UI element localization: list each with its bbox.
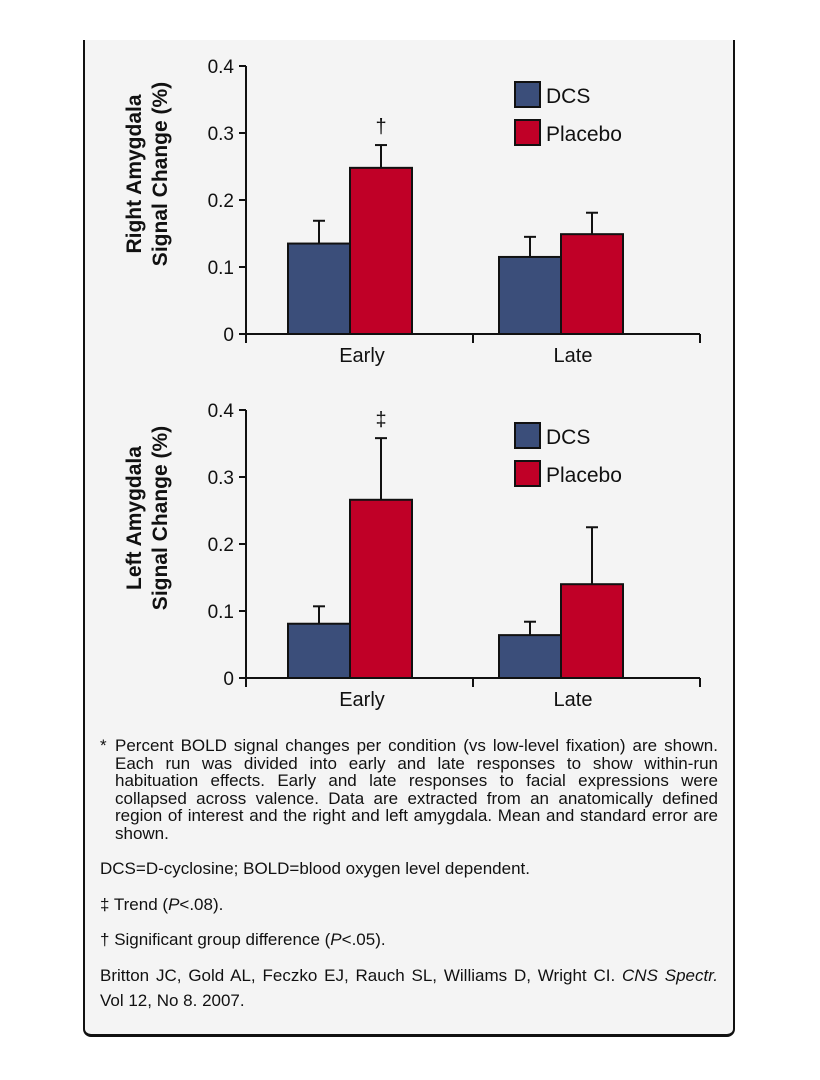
trend-end: <.08). bbox=[179, 894, 224, 914]
legend-label-dcs: DCS bbox=[546, 85, 590, 108]
caption-significance: † Significant group difference (P<.05). bbox=[100, 931, 718, 949]
bar-placebo-late bbox=[560, 233, 624, 335]
citation-journal: CNS Spectr. bbox=[622, 965, 718, 985]
chart-1: 0 0.1 0.2 0.3 0.4 Early Late † DCS Placebo bbox=[208, 57, 701, 367]
bar-placebo-early bbox=[349, 166, 413, 335]
bar-dcs-early bbox=[287, 622, 351, 679]
sig-p: P bbox=[330, 930, 342, 949]
y-tick-label: 0.1 bbox=[208, 258, 234, 279]
y-tick-label: 0 bbox=[223, 669, 234, 690]
bar-placebo-early bbox=[349, 498, 413, 679]
y-tick-label: 0.3 bbox=[208, 468, 234, 489]
bar-placebo-late bbox=[560, 583, 624, 680]
legend-swatch-dcs bbox=[514, 81, 541, 108]
chart-2: 0 0.1 0.2 0.3 0.4 Early Late ‡ DCS Placebo bbox=[208, 401, 701, 711]
y-tick-label: 0.2 bbox=[208, 191, 234, 212]
legend-swatch-placebo bbox=[514, 460, 541, 487]
trend-symbol: ‡ bbox=[100, 894, 110, 914]
trend-p: P bbox=[168, 894, 180, 914]
sig-end: <.05). bbox=[341, 930, 386, 949]
y-tick-label: 0.4 bbox=[208, 57, 235, 78]
x-tick-label-late: Late bbox=[554, 689, 593, 711]
y-tick-label: 0.4 bbox=[208, 401, 235, 422]
legend-label-placebo: Placebo bbox=[546, 123, 622, 146]
y-tick-label: 0.1 bbox=[208, 602, 234, 623]
figure-caption: * Percent BOLD signal changes per condit… bbox=[100, 737, 718, 1013]
bar-dcs-late bbox=[498, 634, 562, 679]
legend-swatch-dcs bbox=[514, 422, 541, 449]
y-tick-label: 0.2 bbox=[208, 535, 234, 556]
caption-star: * bbox=[100, 736, 107, 755]
y-tick-label: 0.3 bbox=[208, 124, 234, 145]
caption-citation: Britton JC, Gold AL, Feczko EJ, Rauch SL… bbox=[100, 963, 718, 1013]
bar-dcs-early bbox=[287, 242, 351, 335]
sig-text: Significant group difference ( bbox=[109, 930, 331, 949]
bar-dcs-late bbox=[498, 255, 562, 336]
charts-svg: 0 0.1 0.2 0.3 0.4 Early Late † DCS Placebo 0 0.1 0.2… bbox=[208, 57, 701, 711]
caption-note-text: Percent BOLD signal changes per conditio… bbox=[115, 736, 718, 843]
sig-symbol: † bbox=[100, 930, 110, 949]
caption-trend: ‡ Trend (P<.08). bbox=[100, 894, 718, 914]
citation-authors: Britton JC, Gold AL, Feczko EJ, Rauch SL… bbox=[100, 965, 623, 985]
citation-rest: Vol 12, No 8. 2007. bbox=[100, 990, 245, 1010]
legend-swatch-placebo bbox=[514, 119, 541, 146]
significance-marker: † bbox=[375, 116, 386, 138]
x-tick-label-early: Early bbox=[339, 345, 385, 367]
caption-abbreviations: DCS=D-cyclosine; BOLD=blood oxygen level… bbox=[100, 859, 530, 878]
significance-marker: ‡ bbox=[375, 409, 386, 431]
x-tick-label-late: Late bbox=[554, 345, 593, 367]
y-tick-label: 0 bbox=[223, 325, 234, 346]
legend-label-dcs: DCS bbox=[546, 426, 590, 449]
trend-text: Trend ( bbox=[109, 894, 169, 914]
legend-label-placebo: Placebo bbox=[546, 464, 622, 487]
x-tick-label-early: Early bbox=[339, 689, 385, 711]
caption-note: * Percent BOLD signal changes per condit… bbox=[100, 737, 718, 842]
